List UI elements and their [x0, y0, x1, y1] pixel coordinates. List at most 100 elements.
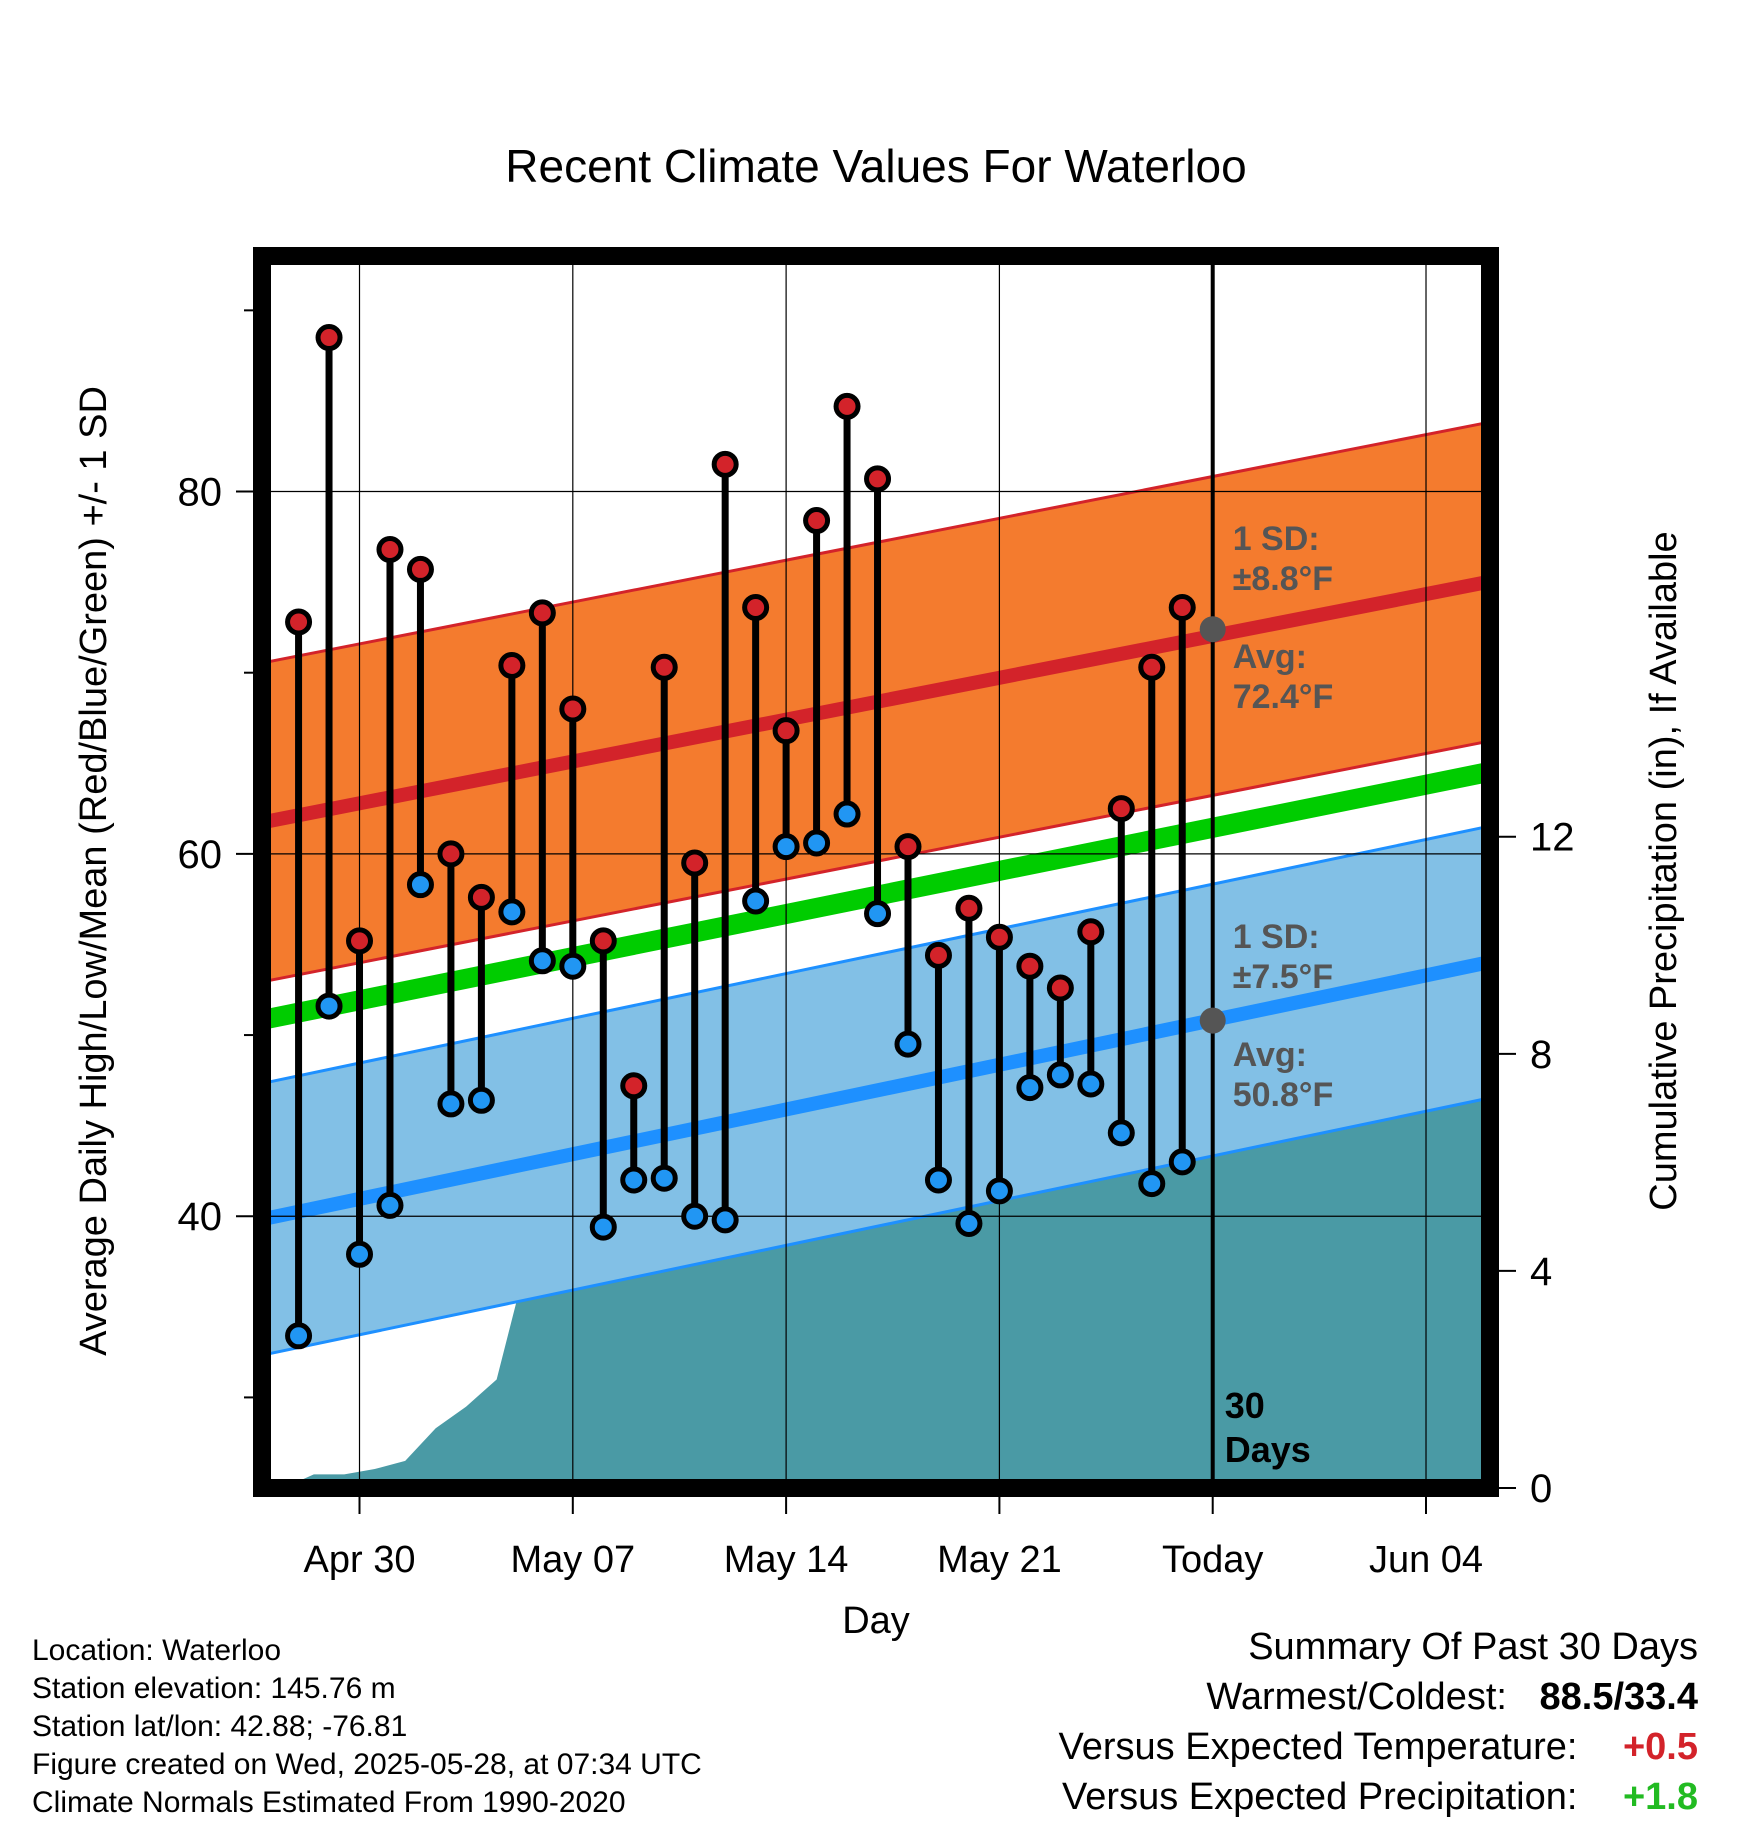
daily-high-point [985, 923, 1013, 951]
x-tick-label: Today [1162, 1539, 1263, 1581]
daily-low-point [437, 1090, 465, 1118]
daily-low-point [681, 1202, 709, 1230]
daily-high-point [955, 894, 983, 922]
daily-high-point [1016, 952, 1044, 980]
x-axis-label: Day [842, 1600, 910, 1642]
x-tick-label: Apr 30 [304, 1539, 416, 1581]
daily-low-point [346, 1240, 374, 1268]
daily-high-point [864, 465, 892, 493]
days-count-label: 30 [1225, 1385, 1265, 1426]
daily-high-point [772, 717, 800, 745]
daily-high-point [589, 927, 617, 955]
summary-title: Summary Of Past 30 Days [1248, 1626, 1698, 1668]
x-tick-label: May 07 [510, 1539, 635, 1581]
warm-cold-label: Warmest/Coldest: [1206, 1676, 1507, 1718]
daily-high-point [1107, 795, 1135, 823]
daily-high-point [620, 1072, 648, 1100]
low-avg-value: 50.8°F [1233, 1076, 1334, 1114]
daily-low-point [924, 1166, 952, 1194]
days-word-label: Days [1225, 1429, 1311, 1470]
y2-tick-label: 4 [1530, 1250, 1552, 1294]
high-sd-value: ±8.8°F [1233, 560, 1333, 598]
daily-high-point [1138, 653, 1166, 681]
daily-low-point [1016, 1074, 1044, 1102]
daily-high-point [650, 653, 678, 681]
daily-high-point [528, 599, 556, 627]
daily-low-point [711, 1206, 739, 1234]
y2-tick-label: 8 [1530, 1033, 1552, 1077]
daily-high-point [1046, 974, 1074, 1002]
daily-high-point [803, 507, 831, 535]
daily-low-point [559, 952, 587, 980]
low-sd-value: ±7.5°F [1233, 958, 1333, 996]
low-normal-upper-edge [267, 825, 1488, 1084]
high-sd-label: 1 SD: [1233, 520, 1320, 558]
summary-panel: Summary Of Past 30 Days Warmest/Coldest:… [1059, 1622, 1698, 1822]
daily-low-point [528, 947, 556, 975]
x-tick-label: Jun 04 [1369, 1539, 1483, 1581]
low-avg-label: Avg: [1233, 1036, 1307, 1074]
daily-low-point [406, 871, 434, 899]
plot-frame [253, 247, 1499, 1497]
daily-high-point [498, 651, 526, 679]
x-tick-label: May 14 [724, 1539, 849, 1581]
daily-high-point [711, 450, 739, 478]
daily-low-point [620, 1166, 648, 1194]
plot-area [262, 256, 1490, 1488]
daily-low-point [1107, 1119, 1135, 1147]
temp-departure-value: +0.5 [1622, 1726, 1698, 1768]
daily-low-point [894, 1030, 922, 1058]
low-sd-label: 1 SD: [1233, 918, 1320, 956]
daily-low-point [376, 1191, 404, 1219]
daily-low-point [742, 887, 770, 915]
daily-high-point [406, 555, 434, 583]
y-axis-label: Average Daily High/Low/Mean (Red/Blue/Gr… [73, 386, 115, 1356]
precip-departure-value: +1.8 [1622, 1776, 1698, 1818]
y2-tick-label: 0 [1530, 1467, 1552, 1511]
daily-low-point [1138, 1170, 1166, 1198]
daily-high-point [894, 833, 922, 861]
high-avg-label: Avg: [1233, 638, 1307, 676]
daily-high-point [285, 608, 313, 636]
created-text: Figure created on Wed, 2025-05-28, at 07… [32, 1748, 702, 1781]
daily-low-point [833, 800, 861, 828]
daily-high-point [681, 849, 709, 877]
daily-high-point [559, 695, 587, 723]
normals-text: Climate Normals Estimated From 1990-2020 [32, 1786, 626, 1819]
elevation-text: Station elevation: 145.76 m [32, 1672, 396, 1705]
daily-low-point [1077, 1070, 1105, 1098]
y2-tick-label: 12 [1530, 816, 1575, 860]
daily-high-point [1168, 593, 1196, 621]
y-tick-label: 40 [178, 1195, 223, 1239]
daily-low-point [985, 1177, 1013, 1205]
daily-low-point [315, 992, 343, 1020]
y-tick-label: 80 [178, 471, 223, 515]
daily-low-point [864, 900, 892, 928]
daily-high-point [467, 883, 495, 911]
daily-high-point [437, 840, 465, 868]
chart-title: Recent Climate Values For Waterloo [505, 140, 1246, 192]
daily-low-point [1046, 1061, 1074, 1089]
low-avg-marker [1199, 1007, 1226, 1034]
warm-cold-value: 88.5/33.4 [1539, 1676, 1698, 1718]
daily-series [285, 324, 1196, 1350]
daily-low-point [589, 1213, 617, 1241]
daily-low-point [498, 898, 526, 926]
daily-low-point [955, 1209, 983, 1237]
daily-high-point [924, 941, 952, 969]
daily-low-point [285, 1322, 313, 1350]
daily-low-point [772, 833, 800, 861]
low-normal-mean-line [266, 955, 1489, 1225]
daily-high-point [833, 392, 861, 420]
high-avg-value: 72.4°F [1233, 678, 1334, 716]
y-tick-label: 60 [178, 833, 223, 877]
low-normal-lower-edge [267, 1097, 1488, 1356]
daily-low-point [467, 1086, 495, 1114]
daily-high-point [376, 536, 404, 564]
precip-departure-label: Versus Expected Precipitation: [1062, 1776, 1578, 1818]
daily-high-point [315, 324, 343, 352]
daily-high-point [742, 593, 770, 621]
station-info: Location: Waterloo Station elevation: 14… [32, 1632, 702, 1822]
y2-axis-label: Cumulative Precipitation (in), If Availa… [1643, 531, 1685, 1210]
